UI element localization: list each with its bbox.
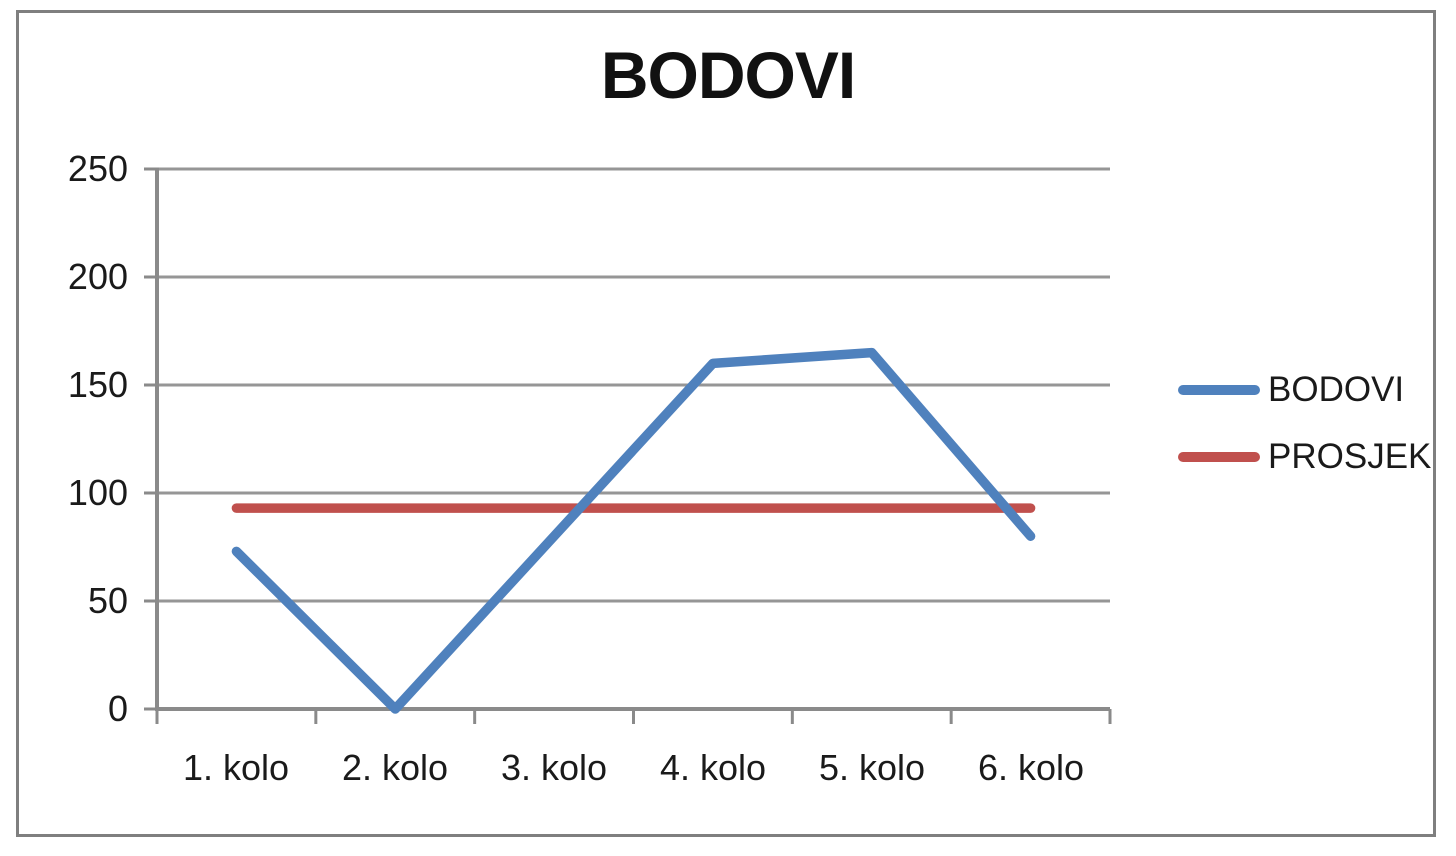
legend-label-bodovi: BODOVI [1268,370,1405,409]
x-tick-label: 3. kolo [500,747,608,788]
legend-label-prosjek: PROSJEK [1268,437,1432,476]
y-tick-label: 50 [87,580,128,621]
legend-item-bodovi: BODOVI [1178,368,1431,412]
y-tick-label: 100 [67,472,128,513]
y-tick-label: 150 [67,364,128,405]
y-tick-label: 0 [107,688,128,729]
chart-title: BODOVI [600,38,856,112]
x-tick-label: 1. kolo [182,747,290,788]
y-tick-label: 200 [67,256,128,297]
x-tick-label: 5. kolo [818,747,926,788]
legend-swatch-prosjek [1178,452,1260,462]
x-tick-label: 6. kolo [977,747,1085,788]
y-tick-label: 250 [67,148,128,189]
chart-border [16,10,1436,837]
legend-swatch-bodovi [1178,385,1260,395]
series-line-bodovi [231,347,1036,714]
x-tick-label: 2. kolo [341,747,449,788]
y-axis-labels: 250 200 150 100 50 0 [28,0,128,856]
legend-item-prosjek: PROSJEK [1178,435,1431,479]
x-tick-label: 4. kolo [659,747,767,788]
legend: BODOVI PROSJEK [1178,368,1431,479]
